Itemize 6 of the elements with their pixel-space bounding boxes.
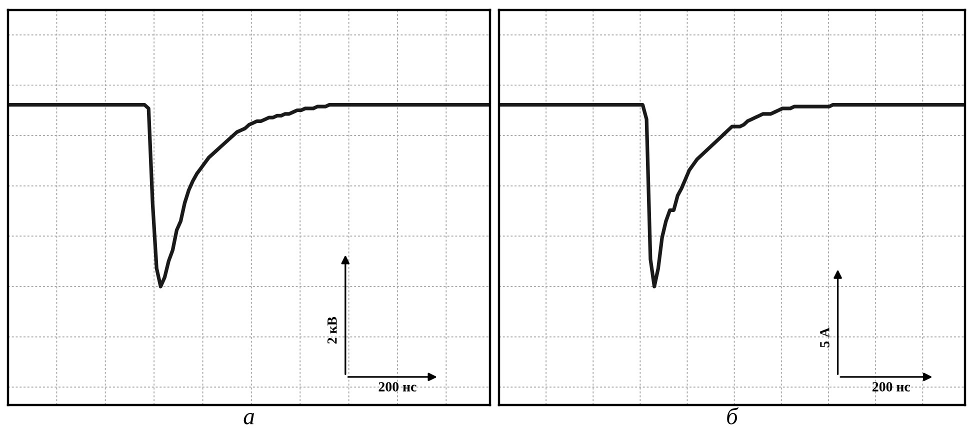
x-axis-title: б <box>727 407 739 424</box>
text: 2 кВ <box>327 316 337 344</box>
text: 200 нс <box>872 382 910 392</box>
text: 200 нс <box>378 382 416 392</box>
text: 5 А <box>820 328 830 348</box>
x-axis-title: а <box>244 413 254 424</box>
